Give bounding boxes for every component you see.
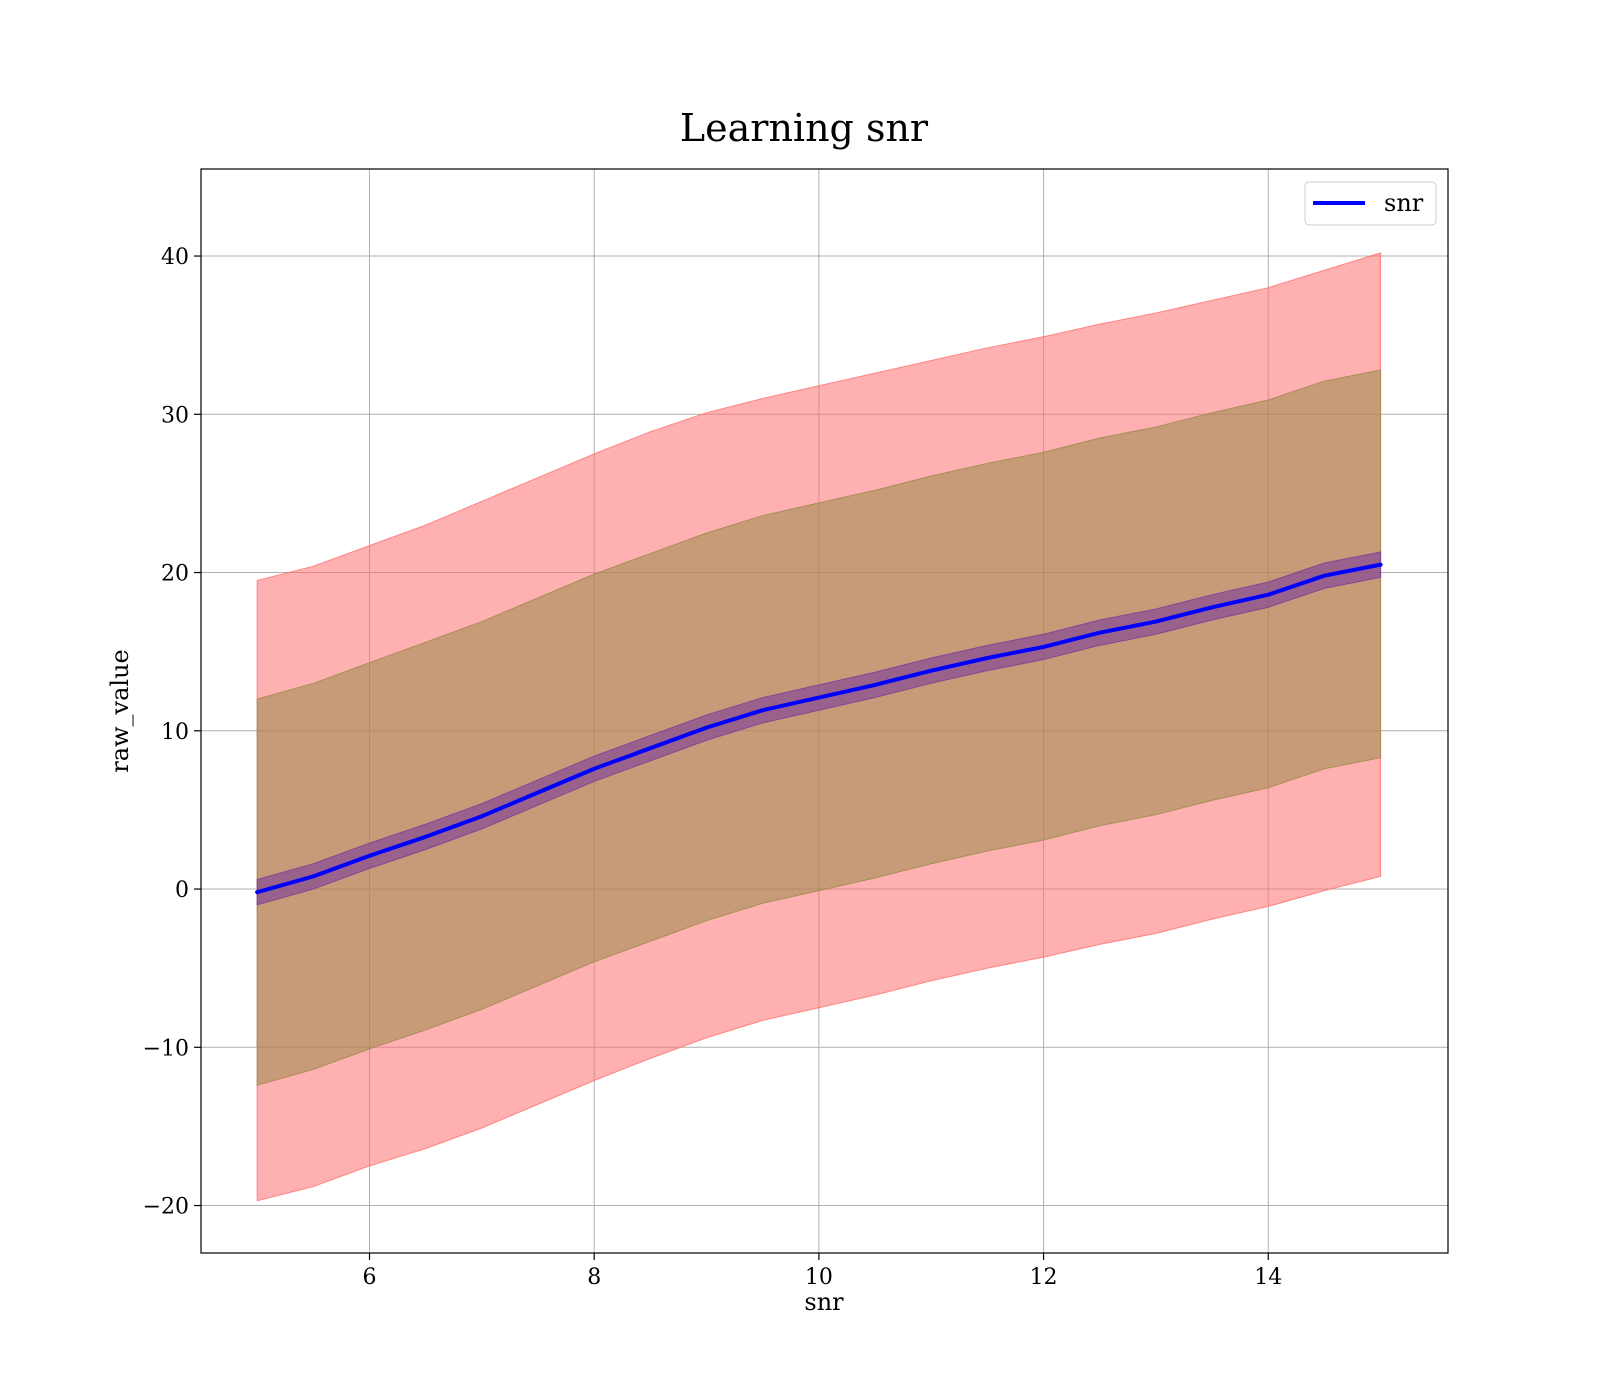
confidence-bands — [256, 252, 1382, 1202]
y-tick-label-4: 20 — [161, 562, 189, 587]
band-middle — [256, 369, 1382, 1086]
x-axis-label: snr — [804, 1288, 844, 1316]
x-tick-label-0: 6 — [363, 1265, 377, 1290]
series-lines — [255, 562, 1383, 895]
y-tick-label-6: 40 — [161, 245, 189, 270]
legend: snr — [1304, 181, 1437, 226]
x-tick-label-1: 8 — [587, 1265, 601, 1290]
chart-title: Learning snr — [680, 106, 929, 150]
legend-label: snr — [1384, 189, 1424, 217]
y-axis-label: raw_value — [106, 649, 134, 773]
y-tick-label-1: −10 — [143, 1036, 189, 1061]
y-tick-label-5: 30 — [161, 403, 189, 428]
legend-box — [1304, 181, 1437, 226]
x-tick-label-3: 12 — [1030, 1265, 1058, 1290]
series-line-snr — [255, 562, 1383, 895]
x-axis-ticks: 6 8 10 12 14 — [363, 1253, 1282, 1290]
y-tick-label-3: 10 — [161, 720, 189, 745]
band-inner — [256, 551, 1382, 906]
y-tick-label-0: −20 — [143, 1195, 189, 1220]
x-tick-label-4: 14 — [1254, 1265, 1282, 1290]
plot-frame — [200, 168, 1449, 1254]
y-tick-label-2: 0 — [175, 878, 189, 903]
x-tick-label-2: 10 — [805, 1265, 833, 1290]
y-axis-ticks: −20 −10 0 10 20 30 40 — [143, 245, 201, 1220]
